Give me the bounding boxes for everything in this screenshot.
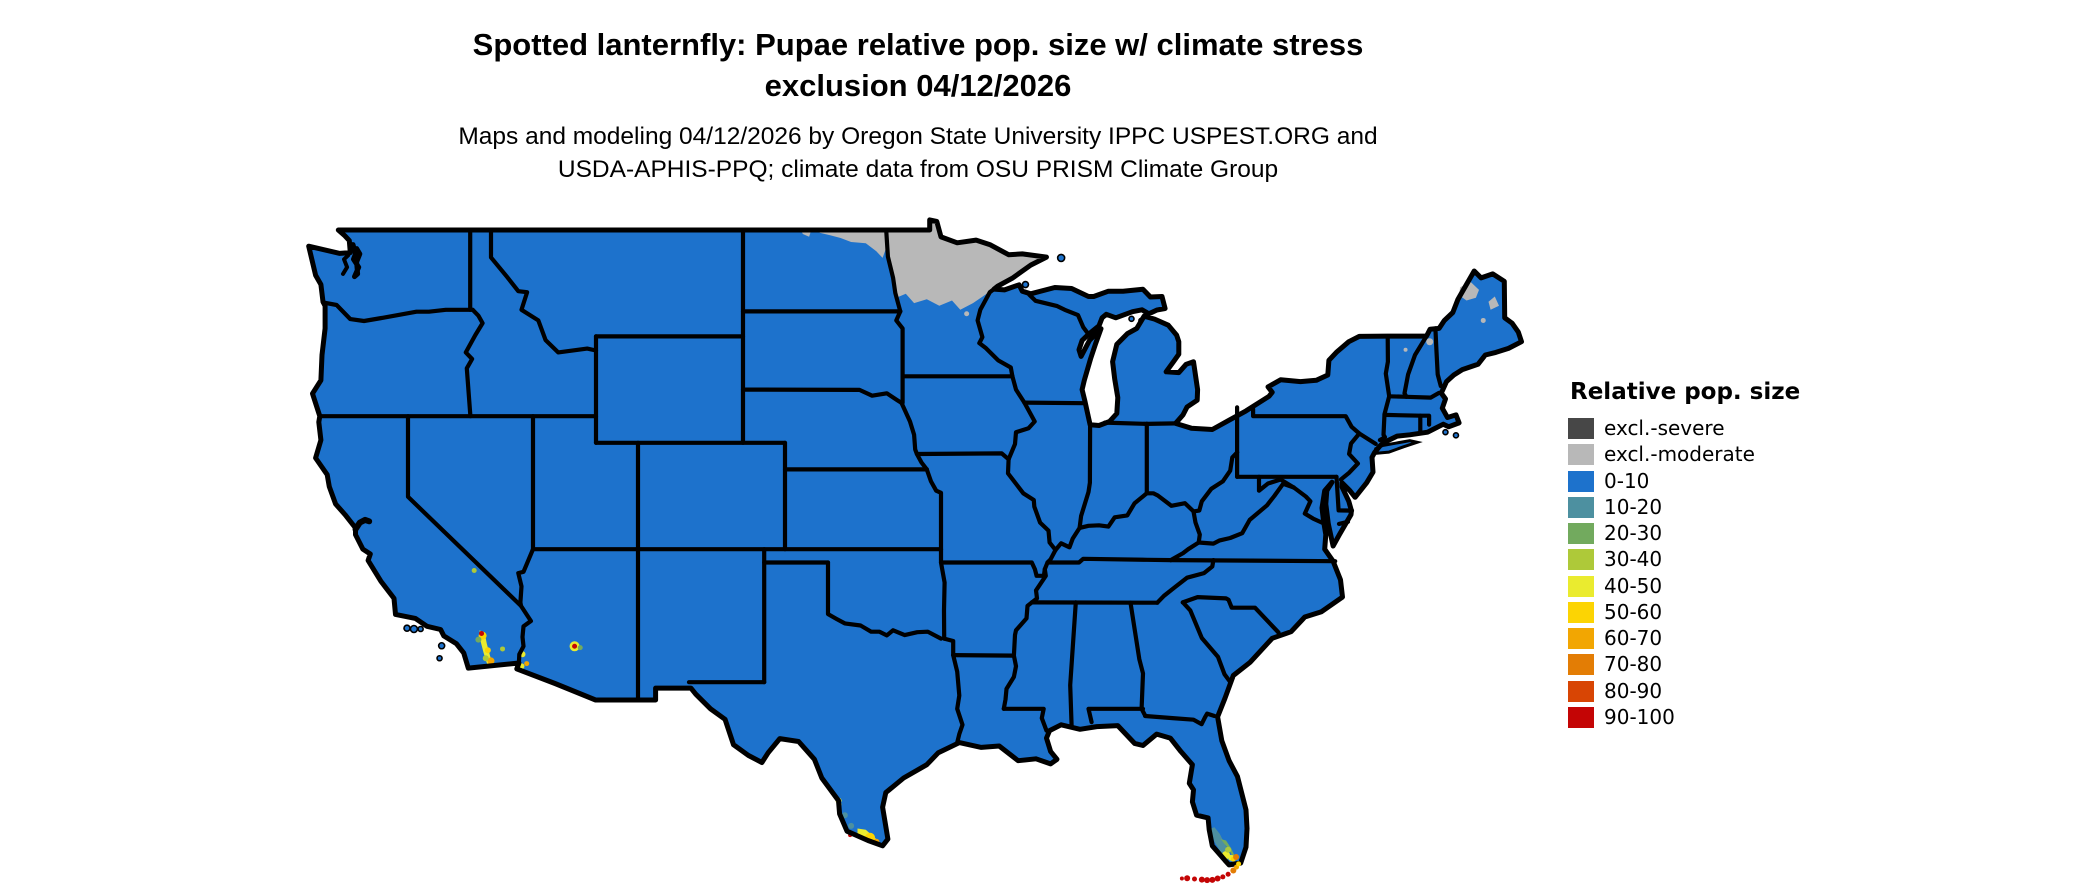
island	[417, 625, 424, 633]
legend-swatch	[1568, 601, 1594, 623]
legend-label: 80-90	[1604, 678, 1663, 703]
legend-swatch	[1568, 418, 1594, 439]
legend-label: excl.-severe	[1604, 416, 1725, 440]
title-line-2: exclusion 04/12/2026	[764, 68, 1072, 103]
island	[1442, 428, 1449, 436]
legend-swatch	[1568, 575, 1594, 597]
legend-label: excl.-moderate	[1604, 442, 1755, 467]
island	[1128, 315, 1135, 323]
figure-title: Spotted lanternfly: Pupae relative pop. …	[0, 24, 1836, 106]
legend-swatch	[1568, 496, 1594, 518]
figure-subtitle: Maps and modeling 04/12/2026 by Oregon S…	[0, 120, 1836, 186]
population-hotspots	[471, 567, 1240, 862]
island	[1452, 432, 1460, 439]
legend-title: Relative pop. size	[1570, 379, 1801, 405]
island	[1056, 253, 1066, 263]
legend-label: 0-10	[1604, 468, 1650, 493]
legend-swatch	[1568, 680, 1594, 702]
legend-swatch	[1568, 470, 1594, 492]
island	[409, 624, 419, 634]
legend-label: 20-30	[1604, 521, 1663, 545]
legend-label: 70-80	[1604, 652, 1663, 677]
legend-swatch	[1568, 654, 1594, 676]
nation-outline	[306, 217, 1524, 868]
legend-label: 40-50	[1604, 573, 1663, 598]
legend-swatch	[1568, 628, 1594, 649]
coastal-water-marks	[341, 242, 373, 533]
subtitle-line-2: USDA-APHIS-PPQ; climate data from OSU PR…	[557, 156, 1279, 183]
state-borders	[317, 227, 1443, 745]
nation-fill	[308, 219, 1522, 865]
legend-label: 10-20	[1604, 494, 1663, 519]
legend-label: 90-100	[1604, 704, 1675, 729]
legend-label: 60-70	[1604, 626, 1663, 650]
legend-swatch	[1568, 549, 1594, 571]
legend-label: 50-60	[1604, 599, 1663, 624]
island	[1021, 280, 1030, 289]
island	[436, 654, 443, 662]
legend-swatch	[1568, 523, 1594, 544]
island	[403, 624, 411, 633]
legend-swatch	[1568, 706, 1594, 728]
island	[437, 641, 446, 650]
title-line-1: Spotted lanternfly: Pupae relative pop. …	[472, 27, 1364, 62]
subtitle-line-1: Maps and modeling 04/12/2026 by Oregon S…	[458, 123, 1378, 150]
florida-keys-hotspot	[1179, 861, 1242, 884]
legend-label: 30-40	[1604, 547, 1663, 572]
legend-swatch	[1568, 444, 1594, 466]
